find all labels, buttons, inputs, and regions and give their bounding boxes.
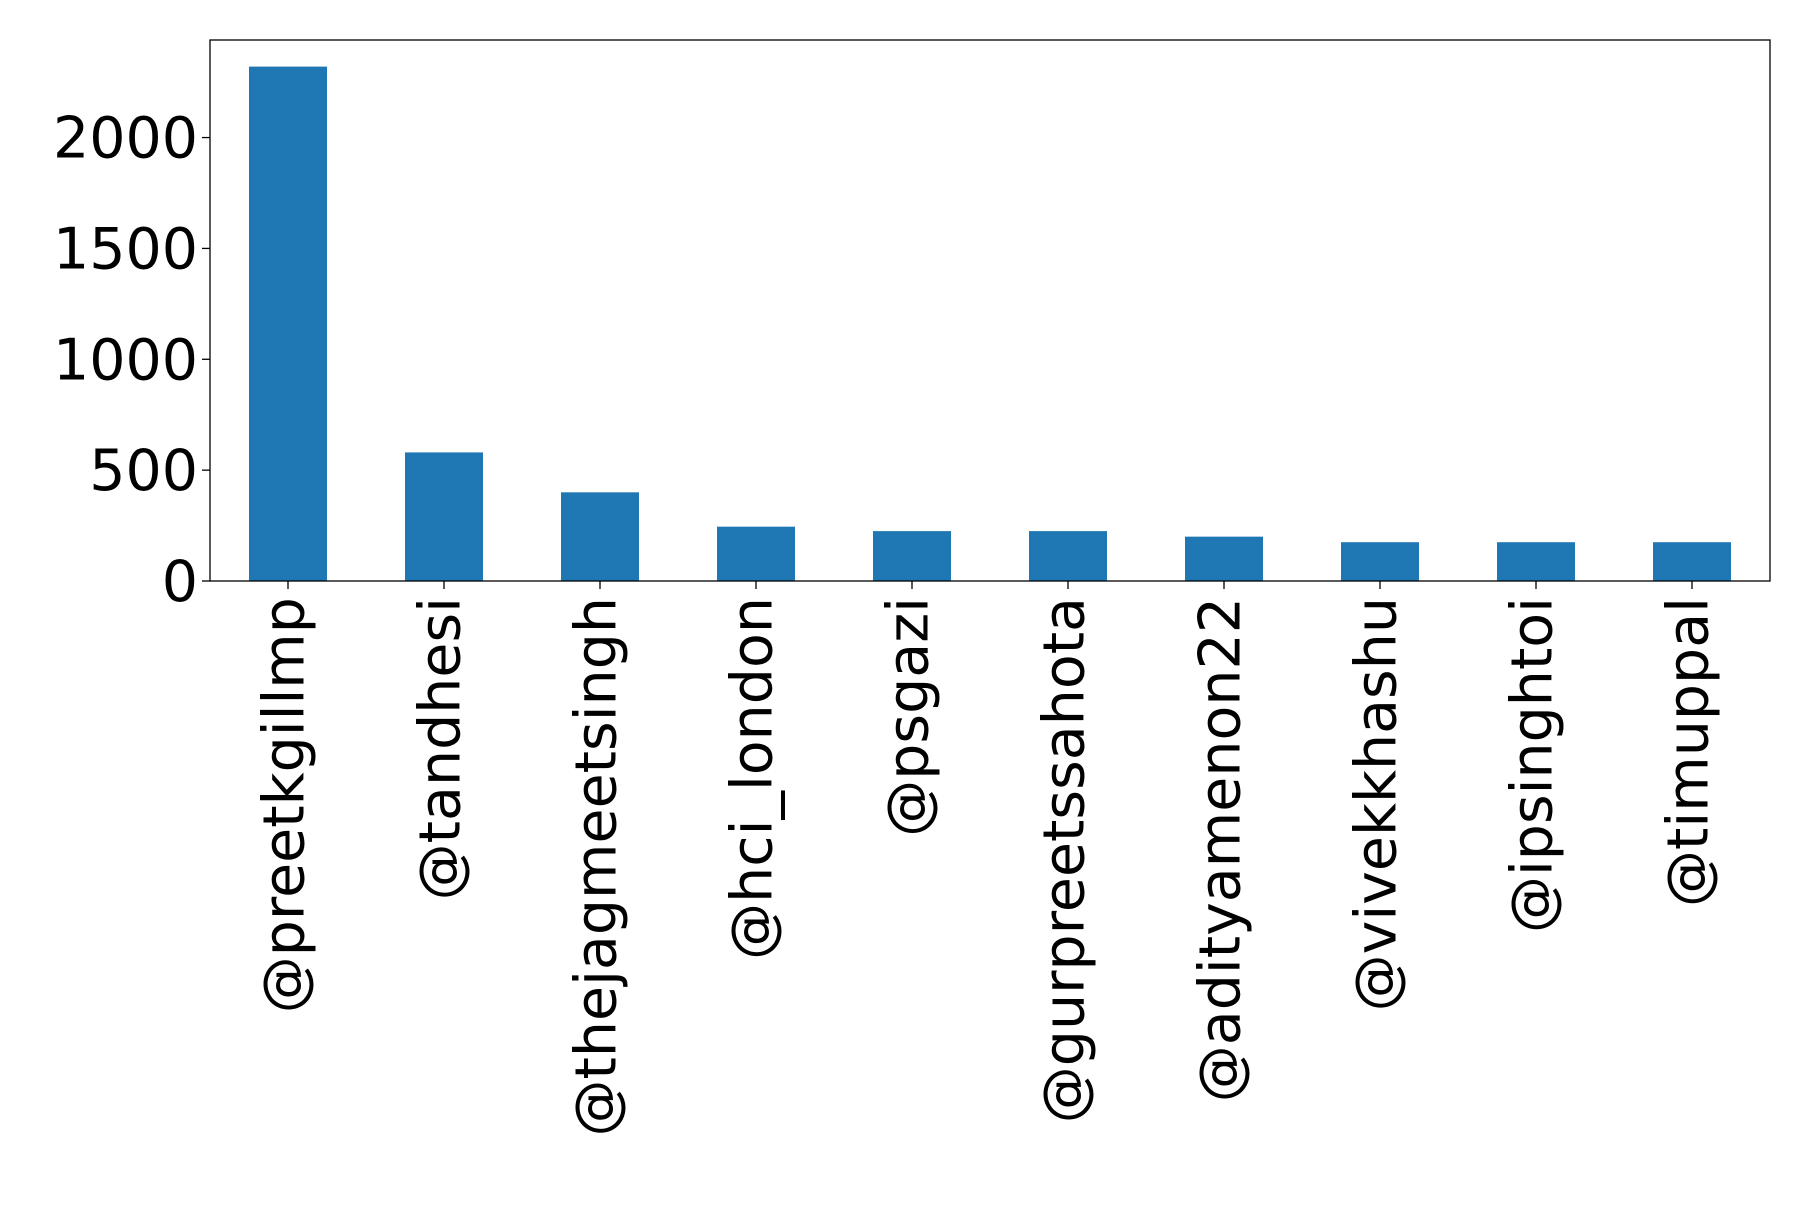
x-axis: @preetkgillmp @tandhesi @thejagmeetsingh @h… <box>252 581 1722 1136</box>
y-tick-label: 500 <box>89 438 198 504</box>
bar-preetkgillmp <box>249 66 327 581</box>
y-tick-label: 0 <box>162 549 198 615</box>
bars-group <box>249 66 1731 581</box>
y-tick-label: 2000 <box>53 106 198 172</box>
x-tick-label: @gurpreetssahota <box>1032 597 1098 1123</box>
x-tick-label: @thejagmeetsingh <box>564 597 630 1136</box>
bar-hci-london <box>717 526 795 581</box>
plot-area-frame <box>209 39 1771 582</box>
bar-adityamenon22 <box>1185 536 1263 581</box>
y-tick-label: 1500 <box>53 216 198 282</box>
bar-psgazi <box>873 531 951 581</box>
bar-tandhesi <box>405 452 483 581</box>
bar-vivekkhashu <box>1341 542 1419 581</box>
x-tick-label: @adityamenon22 <box>1188 597 1254 1102</box>
bar-thejagmeetsingh <box>561 492 639 581</box>
x-tick-label: @hci_london <box>720 597 786 960</box>
x-tick-label: @preetkgillmp <box>252 597 318 1013</box>
bar-timuppal <box>1653 542 1731 581</box>
x-tick-label: @vivekkhashu <box>1344 597 1410 1011</box>
bar-ipsinghtoi <box>1497 542 1575 581</box>
y-axis: 0 500 1000 1500 2000 <box>53 106 210 615</box>
x-tick-label: @timuppal <box>1656 597 1722 907</box>
y-tick-label: 1000 <box>53 327 198 393</box>
x-tick-label: @tandhesi <box>408 597 474 900</box>
x-tick-label: @psgazi <box>876 597 942 837</box>
x-tick-label: @ipsinghtoi <box>1500 597 1566 933</box>
bar-gurpreetssahota <box>1029 531 1107 581</box>
